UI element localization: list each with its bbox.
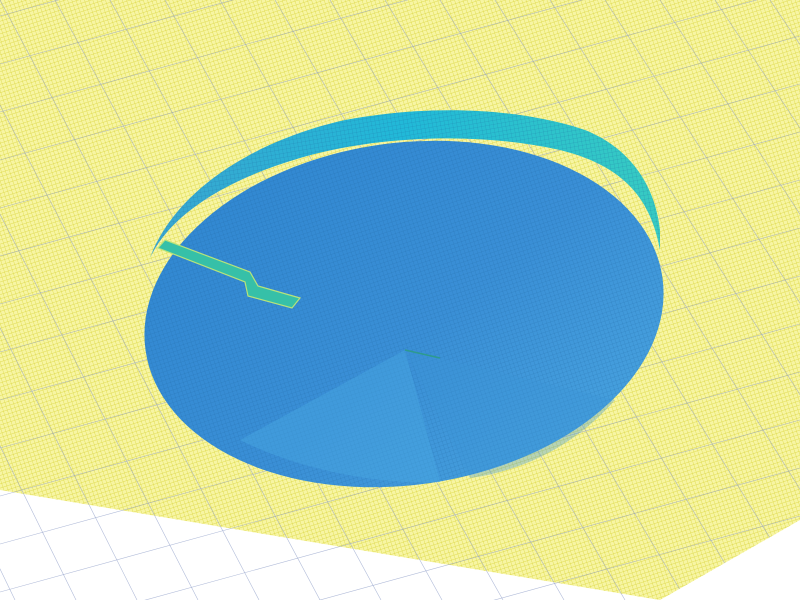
plane-grid-line bbox=[0, 515, 800, 600]
raised-disk bbox=[144, 110, 664, 488]
disk-top-mesh bbox=[144, 140, 664, 488]
plane-grid-line bbox=[0, 0, 800, 209]
plane-grid-line bbox=[0, 0, 199, 600]
plane-grid-line bbox=[0, 0, 800, 65]
radial-slot bbox=[156, 239, 302, 309]
plane-grid-line bbox=[659, 0, 800, 600]
plane-grid-line bbox=[604, 0, 800, 600]
plane-grid-line bbox=[0, 0, 260, 600]
plane-grid-line bbox=[0, 467, 800, 600]
plane-grid-line bbox=[0, 419, 800, 600]
center-mark bbox=[404, 349, 441, 359]
disk-light-wedge bbox=[240, 350, 440, 483]
plane-grid-line bbox=[714, 0, 800, 600]
plane-grid-line bbox=[0, 0, 800, 161]
plane-grid-line bbox=[0, 0, 800, 113]
plane-grid-line bbox=[549, 0, 800, 600]
disk-rim-mesh bbox=[150, 110, 660, 258]
plane-grid-line bbox=[494, 0, 800, 600]
plane-grid-line bbox=[0, 0, 138, 600]
disk-light-wedge-2 bbox=[405, 350, 615, 478]
plane-grid-line bbox=[0, 0, 77, 600]
plane-cutout bbox=[0, 490, 660, 600]
